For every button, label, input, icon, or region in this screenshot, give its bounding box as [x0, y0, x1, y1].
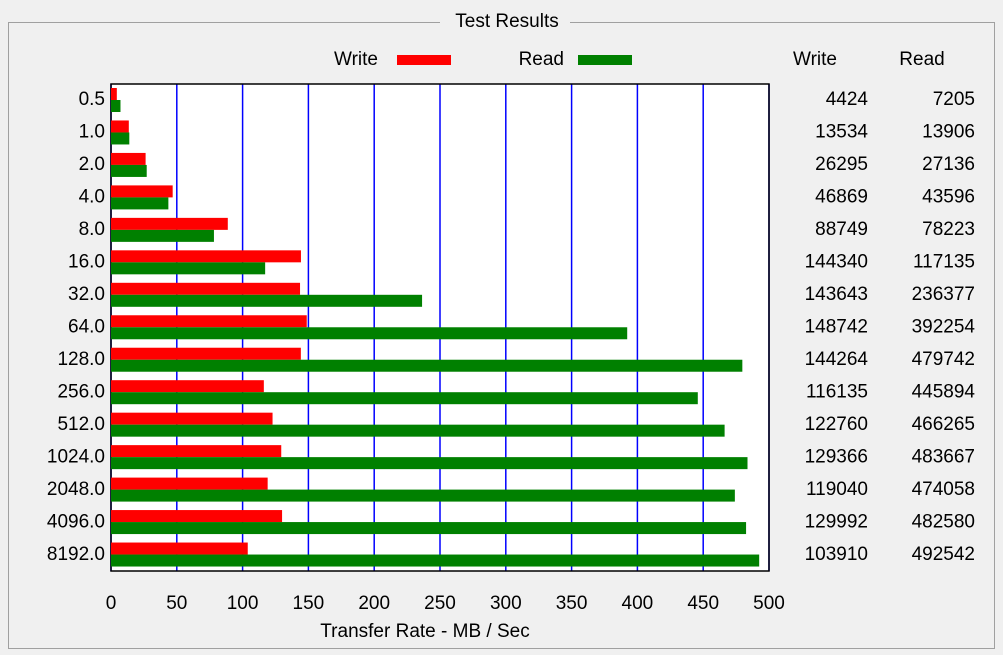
table-value: 13534	[815, 122, 868, 143]
table-value: 482580	[912, 511, 975, 532]
bar	[111, 229, 214, 242]
table-value: 88749	[815, 219, 868, 240]
table-value: 78223	[922, 219, 975, 240]
table-value: 27136	[922, 154, 975, 175]
bar	[111, 359, 743, 372]
x-tick-label: 50	[166, 593, 187, 614]
y-tick-label: 8.0	[79, 219, 105, 240]
y-tick-label: 0.5	[79, 89, 105, 110]
bar	[111, 327, 628, 340]
y-tick-label: 32.0	[68, 284, 105, 305]
table-value: 466265	[912, 414, 975, 435]
table-value: 26295	[815, 154, 868, 175]
table-value: 129366	[805, 446, 868, 467]
legend-swatch	[578, 55, 632, 65]
x-tick-label: 0	[106, 593, 117, 614]
bar	[111, 445, 282, 458]
bar	[111, 164, 147, 177]
bar	[111, 424, 725, 437]
table-value: 236377	[912, 284, 975, 305]
bar	[111, 185, 173, 198]
bar	[111, 152, 146, 165]
bar	[111, 262, 266, 275]
table-value: 129992	[805, 511, 868, 532]
bar	[111, 477, 268, 490]
table-value: 148742	[805, 317, 868, 338]
y-tick-label: 16.0	[68, 252, 105, 273]
bar	[111, 120, 129, 133]
bar	[111, 489, 735, 502]
bar	[111, 250, 301, 263]
table-value: 445894	[912, 381, 976, 402]
bar	[111, 347, 301, 360]
y-tick-label: 8192.0	[47, 544, 105, 565]
x-axis-label: Transfer Rate - MB / Sec	[320, 621, 529, 642]
group-title-bg	[440, 10, 570, 34]
y-tick-label: 512.0	[57, 414, 105, 435]
y-tick-label: 1.0	[79, 122, 105, 143]
table-value: 492542	[912, 544, 975, 565]
bar	[111, 197, 169, 210]
bar	[111, 100, 121, 112]
table-value: 122760	[805, 414, 868, 435]
bar	[111, 412, 273, 425]
table-value: 119040	[806, 479, 868, 500]
bar	[111, 132, 130, 145]
bar	[111, 294, 423, 307]
x-tick-label: 350	[556, 593, 588, 614]
legend-swatch	[397, 55, 451, 65]
y-tick-label: 128.0	[57, 349, 105, 370]
table-value: 116135	[806, 381, 868, 402]
y-tick-label: 1024.0	[47, 446, 105, 467]
y-tick-label: 4.0	[79, 187, 105, 208]
bar	[111, 392, 698, 405]
table-value: 117135	[913, 252, 975, 273]
y-tick-label: 2048.0	[47, 479, 105, 500]
bar	[111, 217, 228, 230]
table-value: 103910	[805, 544, 868, 565]
bar	[111, 315, 307, 328]
y-tick-label: 4096.0	[47, 511, 105, 532]
table-value: 144264	[805, 349, 869, 370]
table-value: 4424	[826, 89, 869, 110]
table-value: 483667	[912, 446, 975, 467]
bar	[111, 522, 747, 535]
group-title: Test Results	[455, 11, 558, 32]
y-tick-label: 64.0	[68, 317, 105, 338]
table-header: Write	[793, 49, 837, 70]
bar	[111, 88, 117, 100]
bar	[111, 282, 301, 295]
y-tick-label: 2.0	[79, 154, 105, 175]
y-tick-label: 256.0	[57, 381, 105, 402]
x-tick-label: 250	[424, 593, 456, 614]
table-header: Read	[899, 49, 944, 70]
x-tick-label: 100	[227, 593, 259, 614]
table-value: 143643	[805, 284, 868, 305]
legend-label: Read	[519, 49, 564, 70]
x-tick-label: 300	[490, 593, 522, 614]
bar	[111, 457, 748, 470]
x-tick-label: 450	[687, 593, 719, 614]
bar	[111, 380, 264, 393]
bar	[111, 554, 760, 567]
table-value: 46869	[815, 187, 868, 208]
table-value: 7205	[933, 89, 975, 110]
table-value: 474058	[912, 479, 975, 500]
x-tick-label: 200	[358, 593, 390, 614]
bar	[111, 542, 248, 555]
table-value: 392254	[912, 317, 976, 338]
x-tick-label: 150	[293, 593, 325, 614]
bar	[111, 510, 283, 523]
table-value: 13906	[922, 122, 975, 143]
legend-label: Write	[334, 49, 378, 70]
table-value: 479742	[912, 349, 975, 370]
x-tick-label: 400	[622, 593, 654, 614]
table-value: 144340	[805, 252, 868, 273]
table-value: 43596	[922, 187, 975, 208]
x-tick-label: 500	[753, 593, 785, 614]
